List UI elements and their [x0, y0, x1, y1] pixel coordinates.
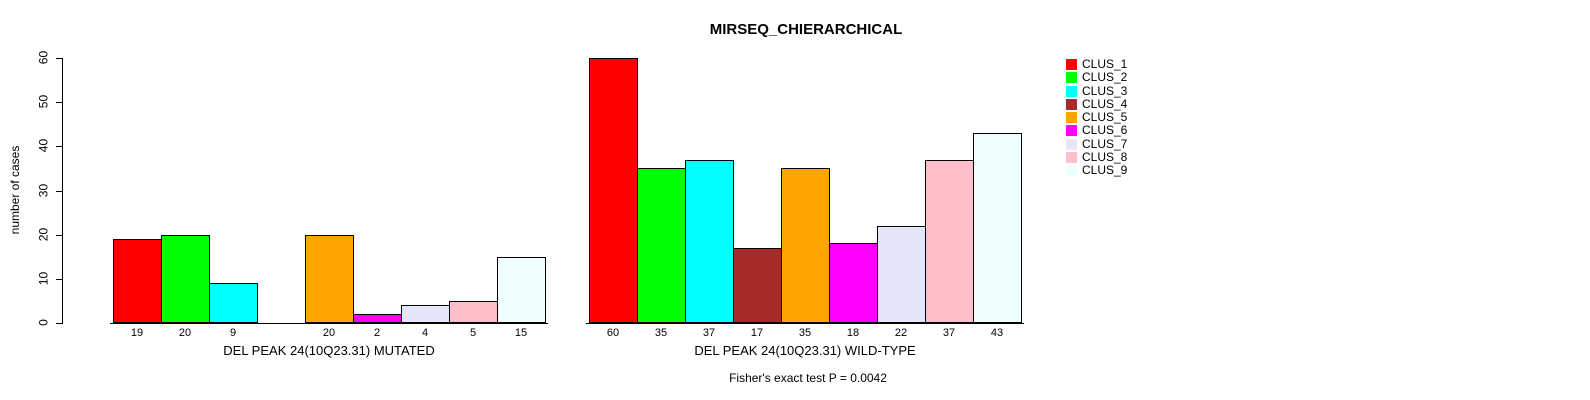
y-tick-label: 0 [36, 319, 51, 326]
bar-clus_7 [401, 305, 450, 323]
bar-clus_6 [829, 243, 878, 323]
y-tick-label: 50 [36, 94, 51, 109]
y-axis-title: number of cases [8, 145, 22, 235]
legend-label: CLUS_2 [1082, 70, 1128, 84]
bar-clus_9 [973, 133, 1022, 323]
bar-value-label: 15 [514, 327, 528, 339]
y-tick-label: 60 [36, 50, 51, 65]
bar-clus_8 [449, 301, 498, 323]
legend-swatch-clus_8 [1066, 152, 1077, 163]
bar-value-label: 35 [654, 327, 668, 339]
y-tick-label: 30 [36, 183, 51, 198]
bar-clus_3 [685, 160, 734, 323]
bar-clus_1 [589, 58, 638, 323]
y-tick-mark [56, 58, 62, 59]
y-tick-label: 20 [36, 227, 51, 242]
bar-clus_2 [637, 168, 686, 323]
y-tick-mark [56, 235, 62, 236]
y-tick-mark [56, 146, 62, 147]
fisher-test-annotation: Fisher's exact test P = 0.0042 [729, 371, 887, 385]
bar-value-label: 22 [894, 327, 908, 339]
legend-label: CLUS_9 [1082, 163, 1128, 177]
bar-clus_6 [353, 314, 402, 323]
bar-value-label: 37 [702, 327, 716, 339]
bar-value-label: 60 [606, 327, 620, 339]
bar-clus_3 [209, 283, 258, 323]
legend-swatch-clus_4 [1066, 99, 1077, 110]
bar-value-label: 19 [130, 327, 144, 339]
y-tick-mark [56, 279, 62, 280]
bar-clus_1 [113, 239, 162, 323]
bar-value-label: 20 [322, 327, 336, 339]
bar-value-label: 2 [373, 327, 381, 339]
legend-label: CLUS_3 [1082, 84, 1128, 98]
y-axis-line [62, 58, 63, 324]
bar-clus_4 [733, 248, 782, 323]
legend-swatch-clus_5 [1066, 112, 1077, 123]
bar-clus_9 [497, 257, 546, 323]
legend-swatch-clus_6 [1066, 125, 1077, 136]
bar-value-label: 17 [750, 327, 764, 339]
x-axis-label-mutated: DEL PEAK 24(10Q23.31) MUTATED [223, 343, 435, 358]
legend-swatch-clus_9 [1066, 165, 1077, 176]
y-tick-mark [56, 102, 62, 103]
legend-swatch-clus_1 [1066, 59, 1077, 70]
bar-clus_2 [161, 235, 210, 323]
chart-title: MIRSEQ_CHIERARCHICAL [709, 21, 903, 38]
x-axis-label-wild-type: DEL PEAK 24(10Q23.31) WILD-TYPE [694, 343, 916, 358]
y-tick-mark [56, 191, 62, 192]
y-tick-label: 10 [36, 271, 51, 286]
y-tick-label: 40 [36, 138, 51, 153]
x-baseline [586, 323, 1024, 324]
legend-swatch-clus_2 [1066, 72, 1077, 83]
bar-value-label: 37 [942, 327, 956, 339]
bar-value-label: 4 [421, 327, 429, 339]
bar-clus_7 [877, 226, 926, 323]
bar-value-label: 5 [469, 327, 477, 339]
bar-clus_5 [781, 168, 830, 323]
bar-value-label: 18 [846, 327, 860, 339]
bar-value-label: 9 [229, 327, 237, 339]
legend-label: CLUS_6 [1082, 123, 1128, 137]
legend-label: CLUS_1 [1082, 57, 1128, 71]
x-baseline [110, 323, 548, 324]
bar-clus_8 [925, 160, 974, 323]
legend-label: CLUS_5 [1082, 110, 1128, 124]
legend-label: CLUS_8 [1082, 150, 1128, 164]
bar-clus_5 [305, 235, 354, 323]
legend-swatch-clus_7 [1066, 139, 1077, 150]
legend-label: CLUS_4 [1082, 97, 1128, 111]
legend-label: CLUS_7 [1082, 137, 1128, 151]
bar-value-label: 20 [178, 327, 192, 339]
legend-swatch-clus_3 [1066, 86, 1077, 97]
y-tick-mark [56, 323, 62, 324]
bar-value-label: 43 [990, 327, 1004, 339]
bar-value-label: 35 [798, 327, 812, 339]
